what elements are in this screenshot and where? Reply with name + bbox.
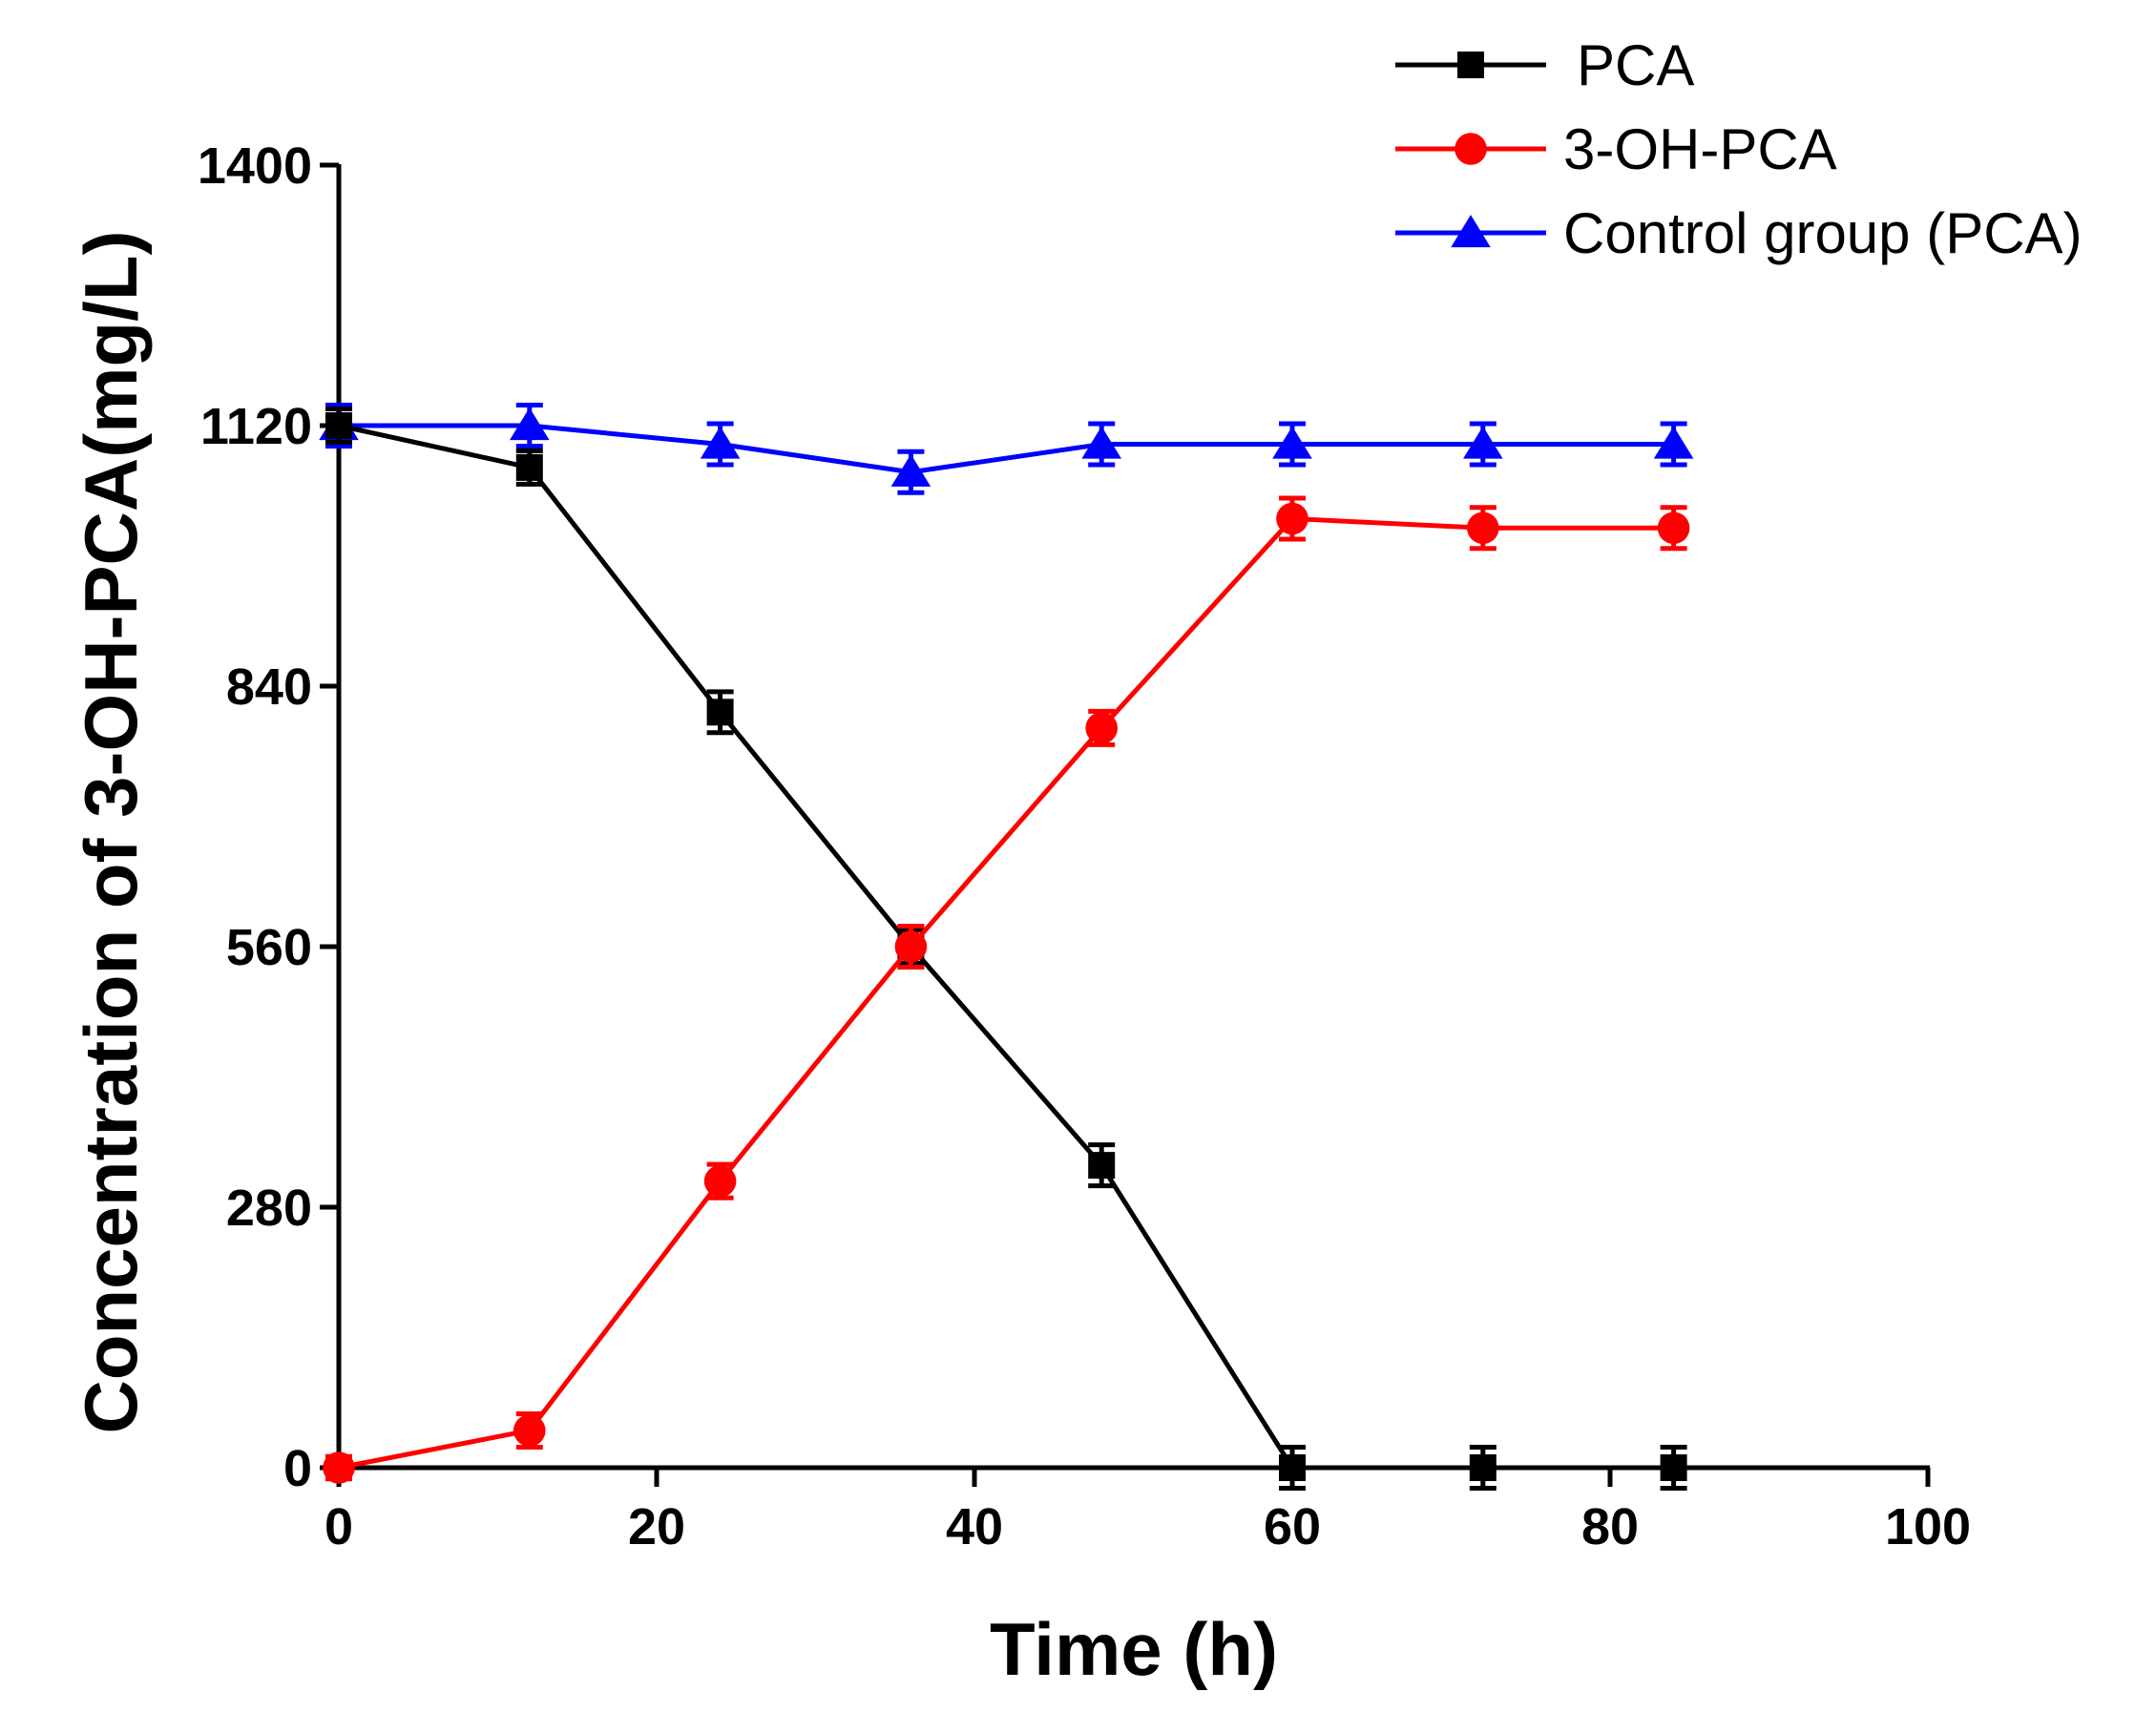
series-layer bbox=[319, 403, 1694, 1491]
series-line-control-group-pca bbox=[339, 423, 1674, 475]
legend-label: PCA bbox=[1577, 33, 1694, 97]
legend-item: PCA bbox=[1395, 33, 1694, 97]
legend: PCA 3-OH-PCA Control group (PCA) bbox=[1395, 33, 2083, 265]
data-point bbox=[513, 1414, 546, 1447]
data-point bbox=[1463, 426, 1503, 459]
x-tick-label: 40 bbox=[946, 1498, 1003, 1556]
y-tick-label: 280 bbox=[226, 1180, 312, 1237]
legend-label: 3-OH-PCA bbox=[1563, 117, 1837, 181]
legend-item: 3-OH-PCA bbox=[1395, 117, 1837, 181]
data-point bbox=[1467, 512, 1499, 545]
series-line-3-oh-pca bbox=[338, 515, 1674, 1471]
data-point bbox=[706, 699, 734, 726]
y-tick-label: 1120 bbox=[200, 398, 312, 455]
y-axis-title: Concentration of 3-OH-PCA(mg/L) bbox=[69, 231, 153, 1434]
data-point bbox=[1657, 512, 1690, 545]
data-point bbox=[1276, 502, 1308, 535]
data-point bbox=[1653, 426, 1694, 459]
data-point bbox=[1085, 712, 1118, 744]
data-point bbox=[325, 412, 352, 439]
legend-label: Control group (PCA) bbox=[1563, 201, 2083, 265]
x-tick-label: 80 bbox=[1581, 1498, 1639, 1556]
y-ticks: 0 280 560 840 1120 1400 bbox=[198, 137, 339, 1497]
data-point bbox=[700, 426, 741, 459]
data-point bbox=[1660, 1454, 1687, 1481]
y-tick-label: 0 bbox=[283, 1440, 312, 1497]
series-control-group-pca bbox=[319, 403, 1694, 495]
legend-marker bbox=[1457, 52, 1484, 78]
data-point bbox=[1272, 426, 1312, 459]
data-point bbox=[703, 1164, 737, 1198]
data-point bbox=[515, 453, 543, 481]
data-point bbox=[1469, 1454, 1497, 1481]
series-3-oh-pca bbox=[323, 495, 1690, 1484]
x-tick-label: 20 bbox=[628, 1498, 685, 1556]
series-pca bbox=[325, 406, 1687, 1491]
legend-marker bbox=[1455, 133, 1487, 165]
y-tick-label: 840 bbox=[226, 658, 312, 716]
data-point bbox=[323, 1451, 355, 1484]
data-point bbox=[894, 930, 928, 963]
legend-marker bbox=[1451, 215, 1491, 248]
y-tick-label: 560 bbox=[226, 919, 312, 976]
x-tick-label: 60 bbox=[1264, 1498, 1321, 1556]
legend-item: Control group (PCA) bbox=[1395, 201, 2083, 265]
x-tick-label: 100 bbox=[1885, 1498, 1971, 1556]
data-point bbox=[890, 453, 931, 487]
x-tick-label: 0 bbox=[324, 1498, 353, 1556]
data-point bbox=[1081, 426, 1121, 459]
series-line-pca bbox=[338, 423, 1674, 1471]
axes bbox=[336, 164, 1930, 1471]
data-point bbox=[1088, 1152, 1116, 1180]
data-point bbox=[510, 407, 550, 441]
x-axis-title: Time (h) bbox=[990, 1607, 1278, 1691]
y-tick-label: 1400 bbox=[198, 137, 312, 195]
x-ticks: 0 20 40 60 80 100 bbox=[324, 1468, 1971, 1556]
data-point bbox=[1279, 1454, 1306, 1481]
